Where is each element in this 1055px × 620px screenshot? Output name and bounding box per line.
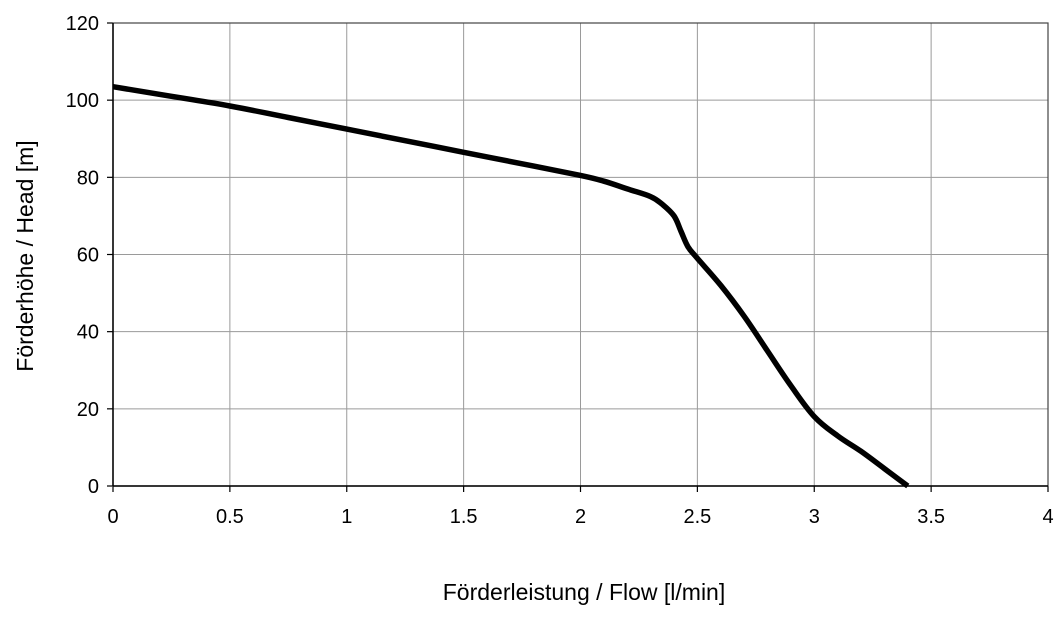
y-axis-label: Förderhöhe / Head [m] bbox=[12, 140, 38, 371]
x-tick-label: 3.5 bbox=[917, 506, 945, 528]
y-tick-label: 40 bbox=[77, 322, 99, 344]
x-tick-label: 4 bbox=[1042, 506, 1053, 528]
y-tick-label: 0 bbox=[88, 476, 99, 498]
x-axis-label: Förderleistung / Flow [l/min] bbox=[443, 579, 725, 605]
grid bbox=[113, 22, 1049, 486]
series-line-0 bbox=[112, 83, 910, 489]
y-tick-label: 100 bbox=[66, 90, 99, 112]
y-tick-label: 20 bbox=[77, 399, 99, 421]
y-tick-label: 60 bbox=[77, 245, 99, 267]
x-tick-label: 3 bbox=[809, 506, 820, 528]
series-group bbox=[112, 83, 910, 489]
x-tick-label: 0 bbox=[107, 506, 118, 528]
x-tick-label: 1 bbox=[341, 506, 352, 528]
x-tick-label: 0.5 bbox=[216, 506, 244, 528]
x-tick-label: 1.5 bbox=[450, 506, 478, 528]
y-tick-label: 80 bbox=[77, 167, 99, 189]
x-tick-label: 2.5 bbox=[683, 506, 711, 528]
x-tick-label: 2 bbox=[575, 506, 586, 528]
axes bbox=[107, 22, 1049, 492]
y-tick-label: 120 bbox=[66, 13, 99, 35]
